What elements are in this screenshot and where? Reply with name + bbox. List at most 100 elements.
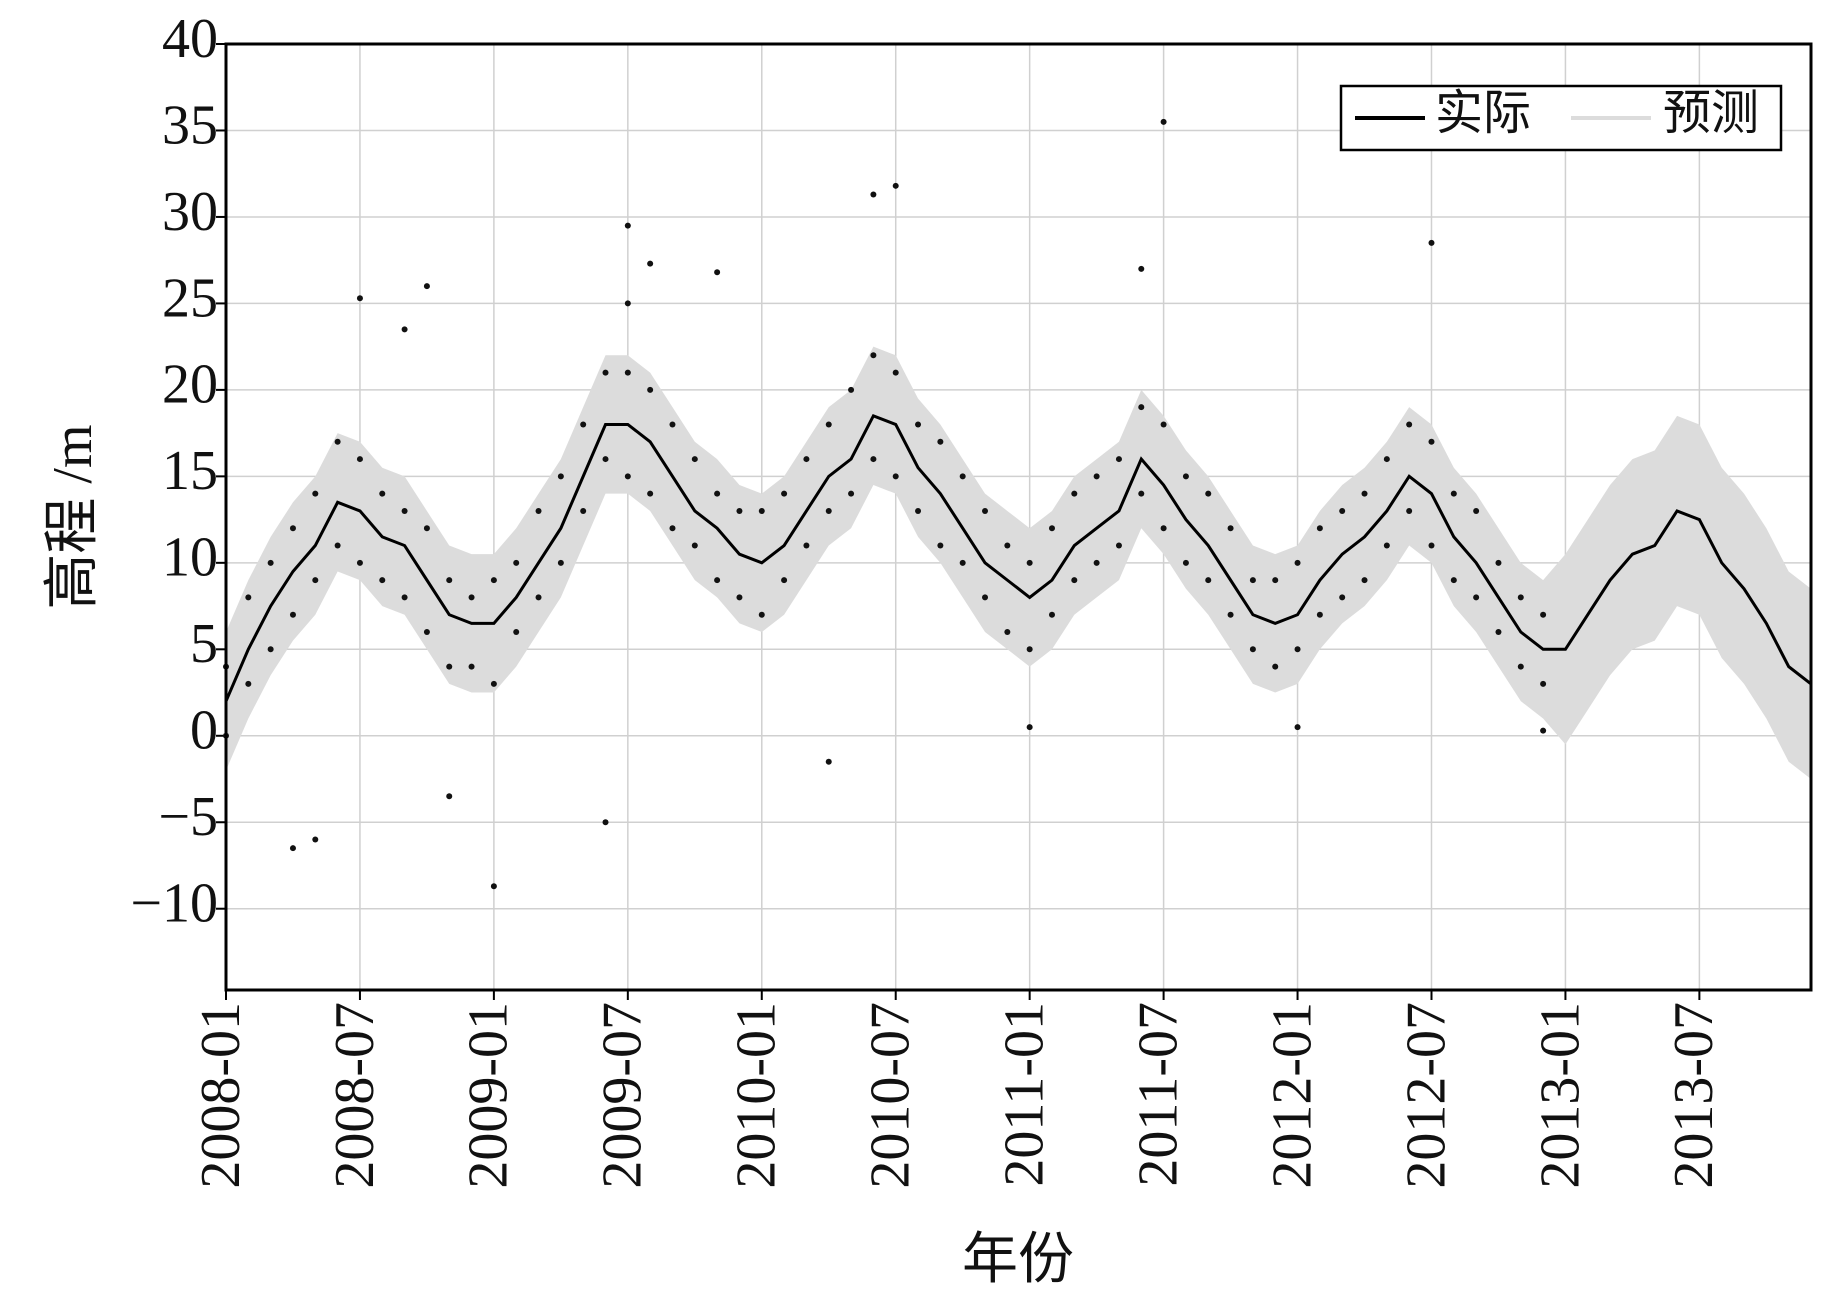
data-point [937,542,944,549]
data-point [490,577,497,584]
data-point [267,646,274,653]
data-point [1160,525,1167,532]
x-tick-label: 2008-01 [190,1002,252,1189]
data-point [691,456,698,463]
data-point [602,369,609,376]
data-point [892,182,899,189]
data-point [379,490,386,497]
data-point [1294,559,1301,566]
data-point [312,577,319,584]
data-point [669,421,676,428]
data-point [401,326,408,333]
data-point [1406,507,1413,514]
y-tick-label: 0 [190,700,218,762]
data-point [1383,542,1390,549]
data-point [267,559,274,566]
data-point [758,507,765,514]
data-point [1071,490,1078,497]
x-tick-label: 2011-01 [994,1002,1056,1187]
data-point [580,421,587,428]
data-point [557,473,564,480]
data-point [1450,577,1457,584]
data-point [959,473,966,480]
data-point [1540,611,1547,618]
data-point [334,438,341,445]
data-point [1182,473,1189,480]
data-point [825,758,832,765]
y-tick-label: 40 [162,8,218,70]
data-point [245,594,252,601]
data-point [1115,542,1122,549]
data-point [892,369,899,376]
data-point [624,222,631,229]
series-line [224,413,1812,702]
data-point [870,191,877,198]
y-tick-label: 30 [162,181,218,243]
data-point [1428,239,1435,246]
data-point [1004,542,1011,549]
data-point [1383,456,1390,463]
data-point [669,525,676,532]
data-point [312,836,319,843]
data-point [580,507,587,514]
data-point [1026,724,1033,731]
plot-frame [224,42,1813,992]
legend-label: 实际 [1435,87,1531,140]
data-point [1316,611,1323,618]
data-point [1160,421,1167,428]
y-tick-label: 5 [190,613,218,675]
data-point [1071,577,1078,584]
x-tick-label: 2009-01 [458,1002,520,1189]
data-point [1517,663,1524,670]
data-point [915,421,922,428]
data-point [714,577,721,584]
data-point [647,260,654,267]
data-point [289,525,296,532]
data-point [1004,629,1011,636]
data-point [1339,507,1346,514]
data-point [468,663,475,670]
data-point [1115,456,1122,463]
data-point [446,577,453,584]
data-point [1048,611,1055,618]
y-tick-label: −5 [158,786,218,848]
data-point [557,559,564,566]
y-tick-label: 10 [162,527,218,589]
data-point [1517,594,1524,601]
data-point [870,352,877,359]
data-point [535,507,542,514]
data-point [1093,473,1100,480]
data-point [379,577,386,584]
y-axis-label: 高程 /m [42,424,104,609]
data-point [1182,559,1189,566]
data-point [334,542,341,549]
data-point [535,594,542,601]
x-tick-label: 2008-07 [324,1002,386,1189]
data-point [982,594,989,601]
data-point [647,490,654,497]
data-point [1138,490,1145,497]
data-point [356,295,363,302]
data-point [848,386,855,393]
data-point [1205,490,1212,497]
data-point [446,663,453,670]
data-point [1473,594,1480,601]
data-point [758,611,765,618]
data-point [647,386,654,393]
data-point [736,594,743,601]
data-point [245,680,252,687]
legend-label: 预测 [1663,87,1759,140]
data-point [312,490,319,497]
data-point [825,421,832,428]
data-point [1361,490,1368,497]
x-tick-label: 2011-07 [1127,1002,1189,1187]
data-point [1316,525,1323,532]
data-point [289,845,296,852]
y-tick-label: 20 [162,354,218,416]
x-axis-label: 年份 [962,1229,1074,1291]
data-point [1227,525,1234,532]
y-tick-label: 35 [162,94,218,156]
data-point [1406,421,1413,428]
data-point [781,577,788,584]
